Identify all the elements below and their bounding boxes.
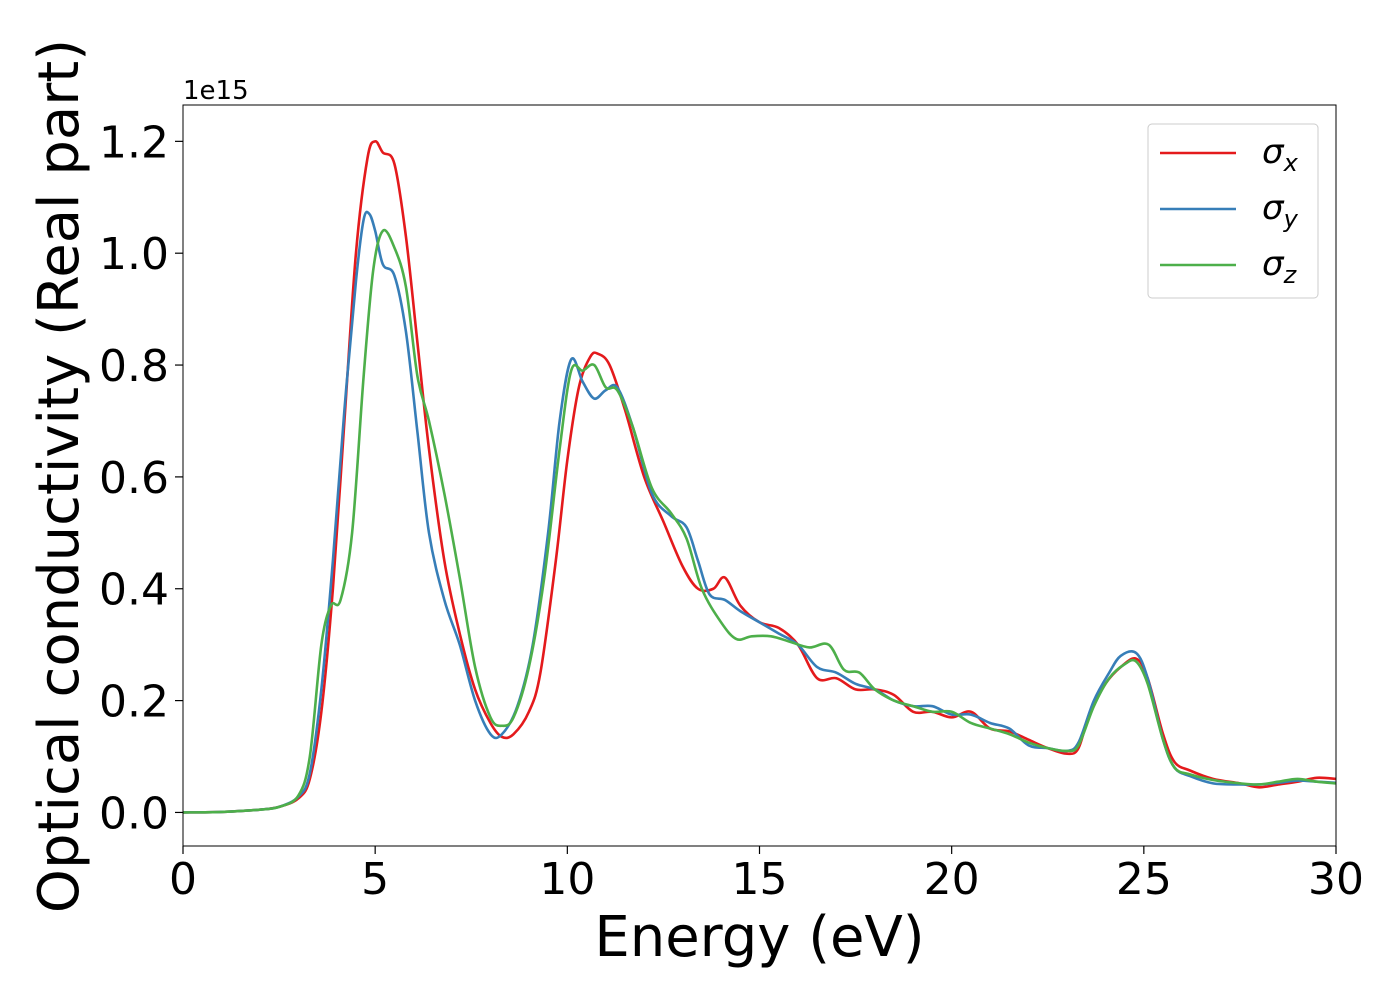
legend-label-z: σz <box>1262 244 1298 289</box>
series-line-y <box>183 210 1336 814</box>
y-tick-label: 1.0 <box>99 229 169 280</box>
y-tick-label: 0.8 <box>99 341 169 392</box>
y-tick-label: 0.2 <box>99 677 169 728</box>
y-multiplier-label: 1e15 <box>183 76 249 106</box>
x-tick-label: 0 <box>169 854 197 905</box>
x-tick-label: 30 <box>1308 854 1364 905</box>
y-tick-label: 0.0 <box>99 788 169 839</box>
y-tick-label: 0.4 <box>99 565 169 616</box>
legend: σx σy σz <box>1147 123 1319 299</box>
y-axis: 0.0 0.2 0.4 0.6 0.8 1.0 1.2 <box>99 117 183 839</box>
y-axis-label: Optical conductivity (Real part) <box>27 39 92 913</box>
legend-label-x: σx <box>1262 132 1299 177</box>
series-line-z <box>183 228 1336 814</box>
x-tick-label: 10 <box>539 854 595 905</box>
x-tick-label: 20 <box>924 854 980 905</box>
x-axis-label: Energy (eV) <box>594 905 924 970</box>
y-tick-label: 0.6 <box>99 453 169 504</box>
legend-label-y: σy <box>1262 188 1299 233</box>
series-layer <box>183 140 1336 814</box>
legend-frame <box>1147 123 1319 299</box>
x-tick-label: 5 <box>361 854 389 905</box>
x-tick-label: 15 <box>732 854 788 905</box>
y-tick-label: 1.2 <box>99 117 169 168</box>
x-axis: 0 5 10 15 20 25 30 <box>169 846 1364 905</box>
x-tick-label: 25 <box>1116 854 1172 905</box>
